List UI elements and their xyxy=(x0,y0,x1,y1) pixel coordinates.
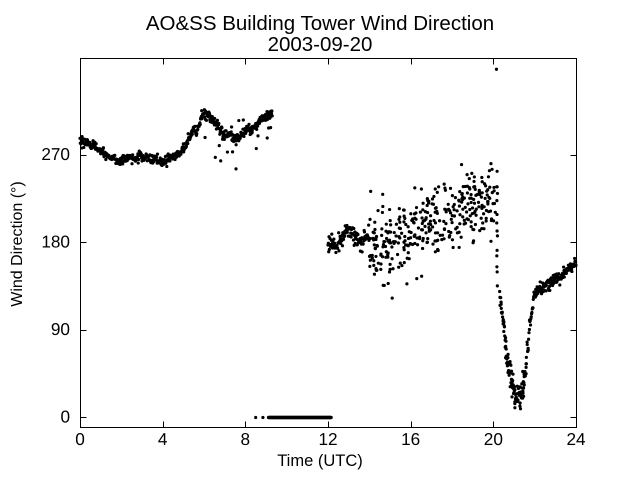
svg-text:0: 0 xyxy=(75,429,85,449)
svg-text:4: 4 xyxy=(158,429,168,449)
svg-text:16: 16 xyxy=(401,429,420,449)
svg-text:8: 8 xyxy=(241,429,251,449)
svg-text:0: 0 xyxy=(60,406,70,426)
svg-text:270: 270 xyxy=(41,144,70,164)
svg-text:180: 180 xyxy=(41,231,70,251)
svg-text:90: 90 xyxy=(51,319,70,339)
svg-text:20: 20 xyxy=(484,429,503,449)
svg-text:12: 12 xyxy=(318,429,337,449)
svg-text:24: 24 xyxy=(566,429,586,449)
